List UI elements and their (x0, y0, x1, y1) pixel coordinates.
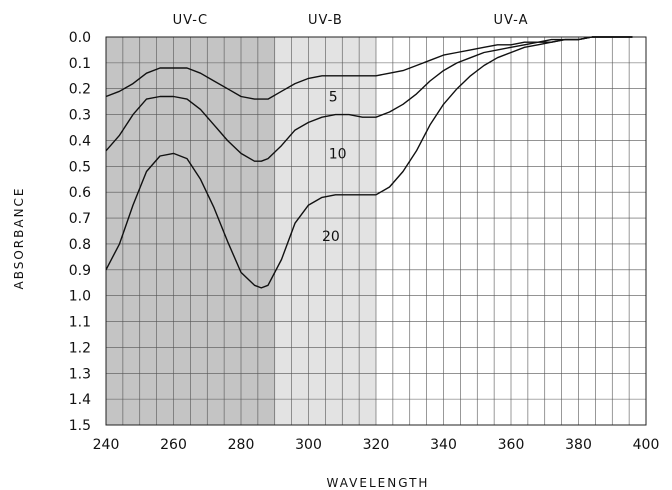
series-label-10: 10 (329, 146, 347, 162)
y-tick-labels: 0.0 0.1 0.2 0.3 0.4 0.5 0.6 0.7 0.8 0.9 1.0 1.1 1.2 1… (69, 30, 91, 434)
band-label-uv-c: UV-C (173, 13, 208, 28)
y-tick-label: 1.0 (69, 289, 91, 305)
series-label-20: 20 (322, 229, 340, 245)
series-label-5: 5 (329, 89, 338, 105)
y-tick-label: 1.1 (69, 315, 91, 331)
grid (105, 36, 647, 426)
y-tick-label: 0.0 (69, 30, 91, 46)
series-line-10 (105, 36, 633, 162)
x-tick-label: 280 (228, 437, 255, 453)
y-axis-title: ABSORBANCE (12, 186, 26, 289)
band-labels: UV-C UV-B UV-A (173, 13, 529, 28)
x-tick-label: 300 (295, 437, 322, 453)
x-tick-labels: 240 260 280 300 320 340 360 380 400 (93, 437, 660, 453)
y-tick-label: 0.3 (69, 108, 91, 124)
y-tick-label: 1.4 (69, 392, 91, 408)
y-tick-label: 1.2 (69, 340, 91, 356)
x-tick-label: 340 (430, 437, 457, 453)
series-lines (105, 36, 633, 289)
band-label-uv-a: UV-A (494, 13, 529, 28)
band-label-uv-b: UV-B (308, 13, 343, 28)
x-axis-title: WAVELENGTH (327, 476, 430, 490)
series-line-20 (105, 36, 633, 289)
x-tick-label: 380 (565, 437, 592, 453)
y-tick-label: 1.5 (69, 418, 91, 434)
y-tick-label: 0.2 (69, 82, 91, 98)
y-tick-label: 0.1 (69, 56, 91, 72)
x-tick-label: 240 (93, 437, 120, 453)
y-tick-label: 0.9 (69, 263, 91, 279)
plot-frame (105, 36, 647, 426)
series-line-5 (105, 36, 633, 100)
y-tick-label: 0.7 (69, 211, 91, 227)
x-tick-label: 360 (498, 437, 525, 453)
y-tick-label: 1.3 (69, 366, 91, 382)
y-tick-label: 0.8 (69, 237, 91, 253)
y-tick-label: 0.4 (69, 133, 91, 149)
x-tick-label: 260 (160, 437, 187, 453)
x-tick-label: 320 (363, 437, 390, 453)
series-labels: 5 10 20 (322, 89, 347, 245)
y-tick-label: 0.6 (69, 185, 91, 201)
x-tick-label: 400 (633, 437, 660, 453)
y-tick-label: 0.5 (69, 159, 91, 175)
